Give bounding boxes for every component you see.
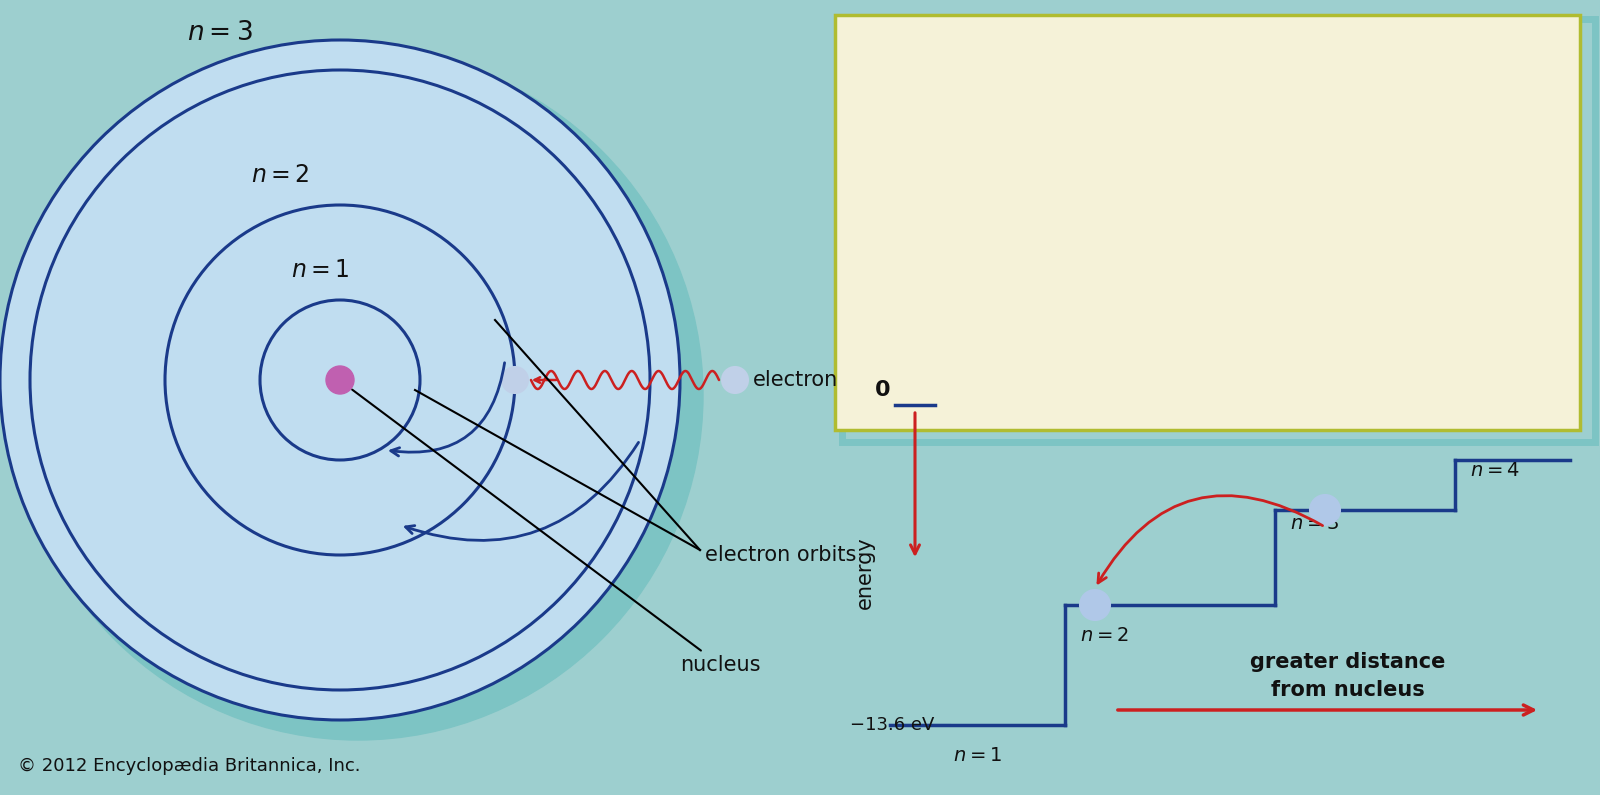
Text: nucleus: nucleus: [352, 390, 760, 675]
Circle shape: [1080, 590, 1110, 620]
Text: $n = 2$: $n = 2$: [1080, 627, 1128, 645]
Text: from nucleus: from nucleus: [1270, 680, 1424, 700]
Circle shape: [722, 367, 749, 393]
Text: greater distance: greater distance: [1250, 652, 1445, 672]
Text: $n = 1$: $n = 1$: [291, 259, 349, 282]
Text: $n = 4$: $n = 4$: [1470, 462, 1520, 480]
Text: 0: 0: [874, 380, 890, 400]
Text: energy: energy: [854, 536, 875, 609]
FancyBboxPatch shape: [835, 15, 1581, 430]
Text: $n = 3$: $n = 3$: [1290, 515, 1339, 533]
Text: electron: electron: [754, 370, 838, 390]
Text: −13.6 eV: −13.6 eV: [850, 716, 934, 734]
Text: © 2012 Encyclopædia Britannica, Inc.: © 2012 Encyclopædia Britannica, Inc.: [18, 757, 360, 775]
Text: $n = 3$: $n = 3$: [187, 20, 253, 45]
Text: $n = 2$: $n = 2$: [251, 164, 309, 187]
Circle shape: [1310, 495, 1341, 525]
Circle shape: [326, 366, 354, 394]
Circle shape: [0, 40, 680, 720]
Circle shape: [502, 367, 528, 393]
Text: $n = 1$: $n = 1$: [954, 747, 1002, 765]
Text: electron orbits: electron orbits: [706, 545, 856, 565]
Circle shape: [13, 50, 702, 740]
